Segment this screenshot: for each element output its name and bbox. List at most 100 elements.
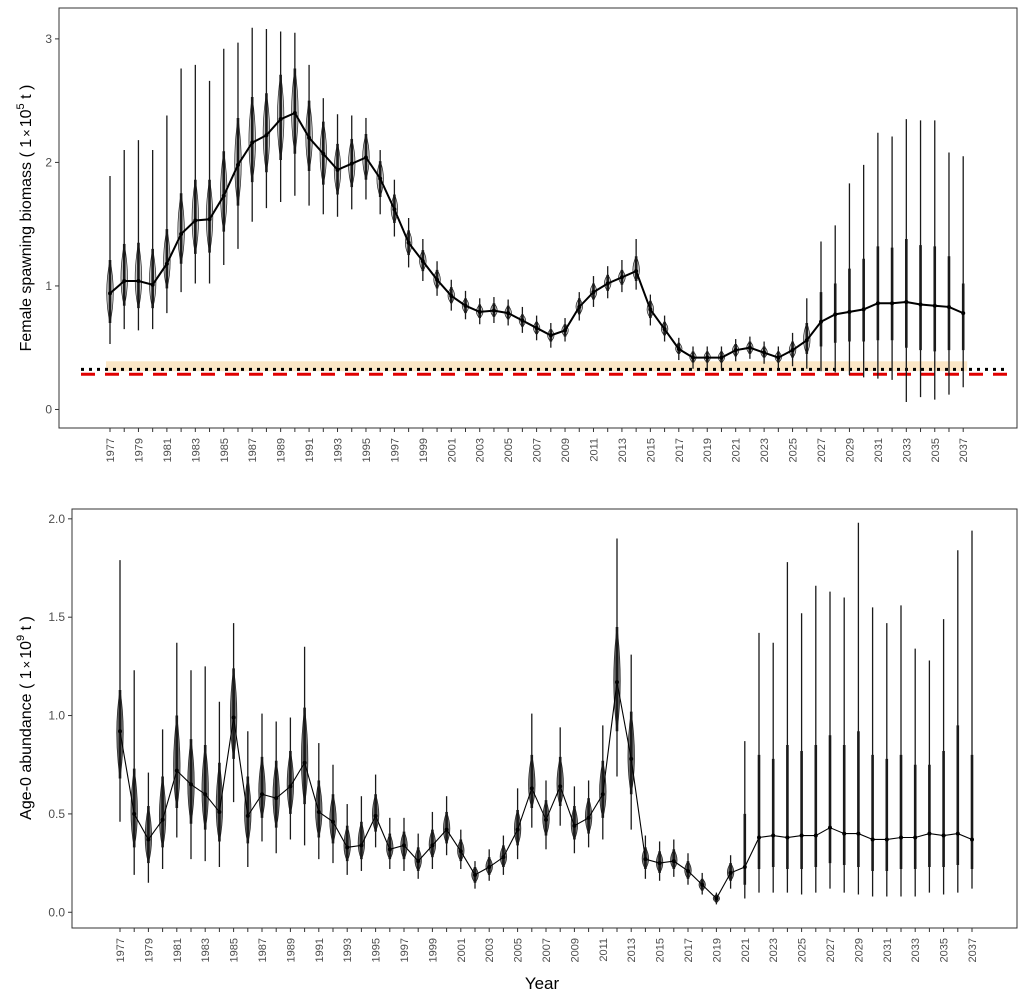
median-point [671,859,676,864]
x-tick-label: 1987 [247,438,259,462]
x-tick-label: 2001 [456,938,468,962]
median-point [884,837,889,842]
median-point [927,831,932,836]
median-point [378,176,383,181]
median-point [941,833,946,838]
x-tick-label: 2027 [816,438,828,462]
y-axis-title: Age-0 abundance ( 1×109 t ) [15,616,35,820]
median-point [250,140,255,145]
x-tick-label: 2029 [853,938,865,962]
median-point [501,855,506,860]
median-point [833,312,838,317]
y-tick-label: 2 [45,155,52,169]
median-point [742,865,747,870]
median-point [733,348,738,353]
x-tick-label: 1997 [399,938,411,962]
median-point [785,835,790,840]
x-tick-label: 2013 [617,438,629,462]
x-tick-label: 1997 [389,438,401,462]
y-tick-label: 2.0 [48,512,65,526]
median-point [961,311,966,316]
median-point [629,756,634,761]
median-point [174,768,179,773]
median-point [799,833,804,838]
median-point [430,843,435,848]
x-tick-label: 2009 [560,438,572,462]
median-point [221,193,226,198]
median-point [932,303,937,308]
median-point [572,823,577,828]
median-point [203,792,208,797]
x-tick-label: 1983 [190,438,202,462]
median-point [847,309,852,314]
median-point [274,796,279,801]
x-tick-label: 2033 [901,438,913,462]
median-point [345,845,350,850]
median-point [363,155,368,160]
median-point [193,218,198,223]
median-point [586,815,591,820]
x-tick-label: 2029 [844,438,856,462]
median-point [705,355,710,360]
median-point [691,355,696,360]
median-point [321,151,326,156]
median-point [316,809,321,814]
x-tick-label: 2037 [967,938,979,962]
x-tick-label: 2031 [882,938,894,962]
median-point [790,348,795,353]
median-point [904,300,909,304]
plot-border [71,508,1018,929]
median-point [619,275,624,280]
median-point [235,162,240,167]
median-point [563,328,568,333]
median-point [686,868,690,873]
x-axis-title: Year [525,974,560,993]
x-tick-label: 2009 [569,938,581,962]
median-point [118,729,122,734]
x-tick-label: 1985 [229,938,241,962]
median-point [373,813,378,818]
median-point [307,135,312,140]
median-point [648,307,653,312]
median-point [463,303,468,308]
median-point [416,859,421,864]
median-point [288,784,293,789]
median-point [605,281,610,286]
median-point [458,849,463,854]
median-point [264,133,269,138]
x-tick-label: 2019 [711,938,723,962]
median-point [150,282,155,287]
chart-marks: 0.0 0.5 1.0 1.5 2.0 1977 1979 1981 1983 1985 1987 1… [48,512,979,963]
median-point [870,837,875,842]
x-tick-label: 2019 [702,438,714,462]
median-point [231,715,236,720]
median-point [899,835,903,840]
median-point [160,817,165,822]
median-point [970,837,974,842]
x-tick-label: 2035 [930,438,942,462]
median-point [122,279,127,283]
x-tick-label: 1991 [314,938,326,962]
x-tick-label: 1977 [105,438,117,462]
median-point [473,872,477,877]
plot-border [58,7,1018,429]
median-point [402,843,406,848]
median-point [615,680,619,685]
median-point [657,861,662,866]
x-tick-label: 1981 [172,938,184,962]
y-tick-label: 0.5 [48,807,65,821]
x-tick-label: 2017 [683,938,695,962]
x-tick-label: 1995 [371,938,383,962]
median-point [728,870,733,875]
median-point [558,784,563,789]
median-point [762,350,767,355]
x-tick-label: 1979 [143,938,155,962]
median-point [331,819,335,824]
x-tick-label: 2007 [541,938,553,962]
median-point [506,311,511,316]
x-tick-label: 1999 [427,938,439,962]
median-point [875,301,880,306]
median-point [861,307,866,312]
median-point [534,325,539,330]
